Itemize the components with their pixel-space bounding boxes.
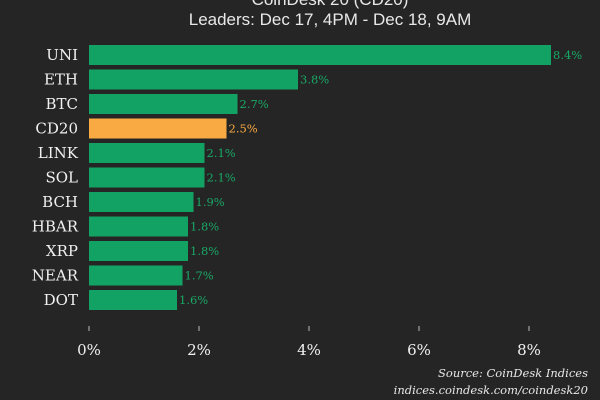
x-tick-label: 8% [517,341,541,359]
category-label: HBAR [32,218,79,236]
category-label: BTC [45,95,78,113]
bar-xrp [89,241,188,261]
source-text: Source: CoinDesk Indices [438,366,588,380]
bar-sol [89,167,205,188]
bar-btc [89,94,238,114]
category-label: DOT [44,291,78,309]
bar-bch [89,192,194,212]
category-label: LINK [38,144,79,162]
x-tick-label: 4% [297,341,321,359]
category-label: XRP [46,242,78,260]
bar-eth [89,69,298,90]
x-tick-label: 2% [187,341,211,359]
x-tick-label: 0% [77,341,101,359]
value-label: 1.8% [190,220,219,234]
bar-uni [89,45,551,65]
chart-subtitle: Leaders: Dec 17, 4PM - Dec 18, 9AM [189,10,472,29]
value-label: 1.7% [185,269,214,283]
category-label: SOL [45,169,78,187]
bar-dot [89,290,177,310]
value-label: 2.1% [207,146,236,160]
category-label: CD20 [35,120,78,138]
chart-title: CoinDesk 20 (CD20) [252,0,409,9]
value-label: 1.6% [179,293,208,307]
bar-hbar [89,216,188,237]
value-label: 3.8% [300,73,329,87]
bar-link [89,143,205,163]
x-tick-label: 6% [407,341,431,359]
bar-cd20 [89,118,227,139]
value-label: 8.4% [553,48,582,62]
value-label: 2.1% [207,171,236,185]
value-label: 2.7% [240,97,269,111]
source-url: indices.coindesk.com/coindesk20 [394,383,588,397]
value-label: 2.5% [229,122,258,136]
category-label: NEAR [32,267,79,285]
value-label: 1.8% [190,244,219,258]
category-label: UNI [46,46,78,64]
bar-near [89,265,183,286]
category-label: BCH [42,193,78,211]
value-label: 1.9% [196,195,225,209]
category-label: ETH [44,71,78,89]
